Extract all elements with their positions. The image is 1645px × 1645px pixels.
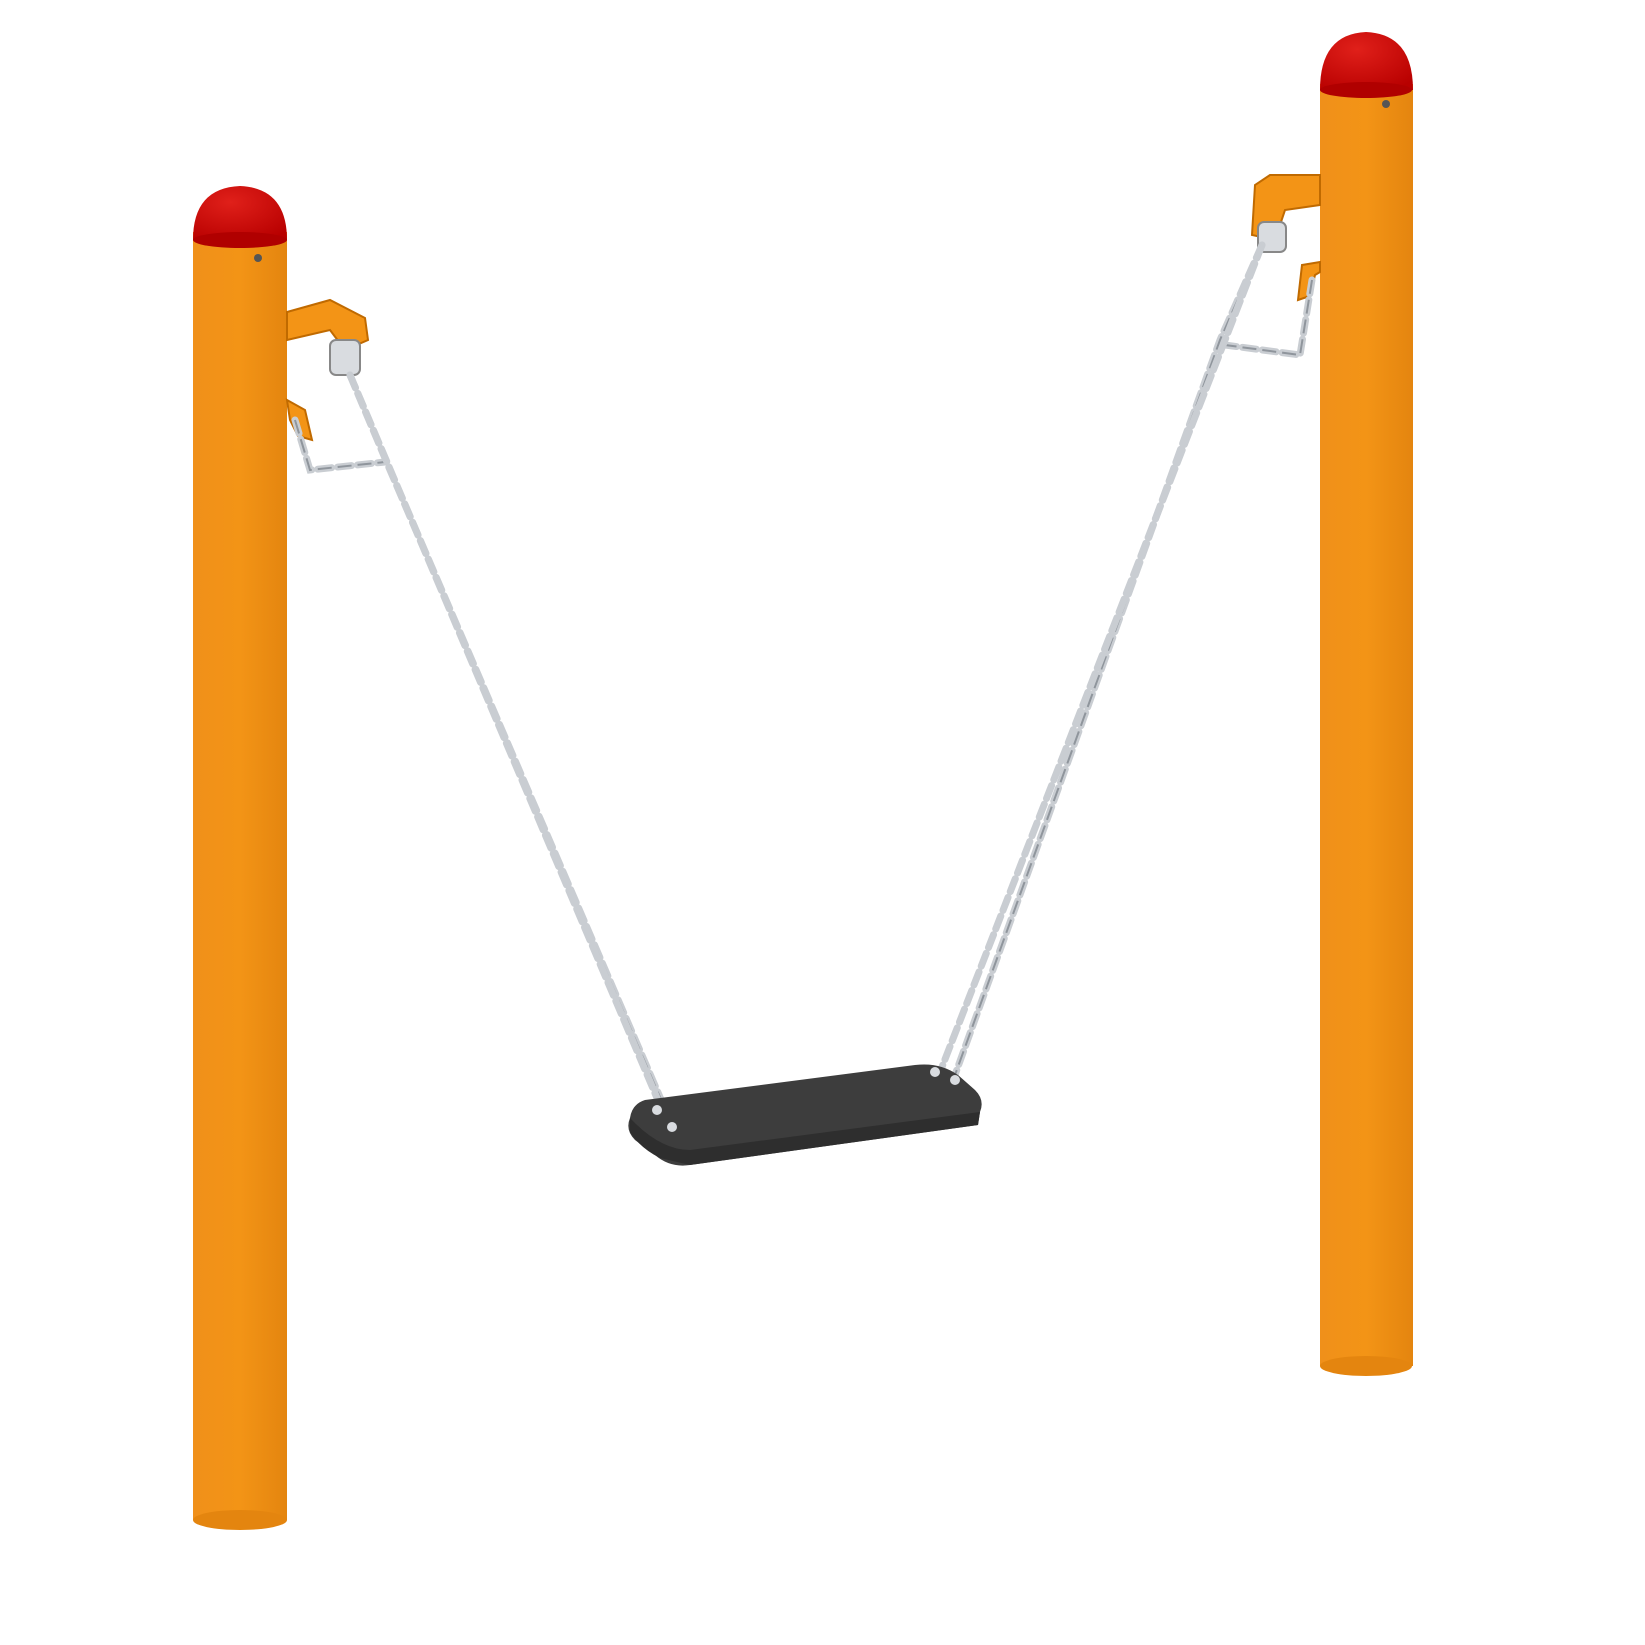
right-post [1320,32,1413,1376]
seat [628,1064,982,1166]
left-post [193,186,287,1530]
left-bracket [285,298,370,442]
right-bracket [1250,174,1321,302]
chains [291,241,1316,1129]
